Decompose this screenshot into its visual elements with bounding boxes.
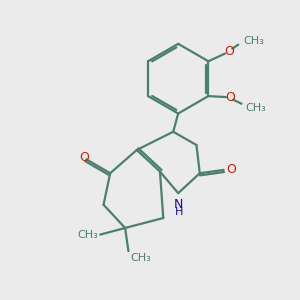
Text: O: O	[80, 152, 89, 164]
Text: CH₃: CH₃	[77, 230, 98, 240]
Text: CH₃: CH₃	[245, 103, 266, 113]
Text: CH₃: CH₃	[130, 253, 151, 262]
Text: O: O	[224, 45, 234, 58]
Text: CH₃: CH₃	[243, 36, 264, 46]
Text: H: H	[175, 207, 183, 217]
Text: O: O	[225, 91, 235, 103]
Text: O: O	[226, 164, 236, 176]
Text: N: N	[174, 198, 184, 211]
